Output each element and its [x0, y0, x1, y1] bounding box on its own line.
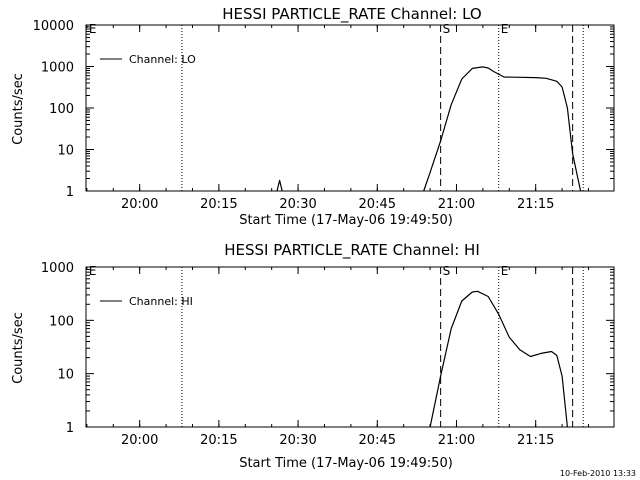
hi-y-tick-label: 1 [66, 421, 74, 436]
hi-marker-label: E [501, 264, 509, 278]
footer-timestamp: 10-Feb-2010 13:33 [560, 469, 636, 478]
lo-marker-label: E [501, 22, 509, 36]
hi-chart-panel: HESSI PARTICLE_RATE Channel: HI Counts/s… [11, 241, 615, 471]
lo-series-line [423, 66, 582, 192]
hi-y-tick-label: 10 [57, 368, 74, 383]
hi-y-axis-label: Counts/sec [11, 312, 26, 384]
lo-marker-label: S [443, 22, 451, 36]
lo-legend-label: Channel: LO [129, 53, 196, 66]
lo-y-tick-label: 1000 [41, 61, 74, 76]
lo-y-tick-label: 10 [57, 144, 74, 159]
lo-y-tick-label: 1 [66, 185, 74, 200]
lo-x-tick-label: 21:15 [517, 197, 554, 212]
lo-x-tick-label: 20:30 [279, 197, 316, 212]
hi-x-tick-label: 21:15 [517, 433, 554, 448]
lo-series-line [276, 179, 283, 192]
lo-y-tick-label: 10000 [33, 19, 74, 34]
lo-x-tick-label: 21:00 [438, 197, 475, 212]
lo-marker-label: E [89, 22, 97, 36]
hi-x-tick-label: 20:30 [279, 433, 316, 448]
lo-x-tick-label: 20:45 [359, 197, 396, 212]
hi-x-axis-label: Start Time (17-May-06 19:49:50) [239, 456, 453, 471]
hi-x-tick-label: 21:00 [438, 433, 475, 448]
hi-series-line [429, 290, 568, 428]
hi-plot-frame [85, 266, 615, 428]
lo-plot-frame [85, 24, 615, 192]
hi-marker-label: S [443, 264, 451, 278]
lo-x-axis-label: Start Time (17-May-06 19:49:50) [239, 213, 453, 228]
hi-legend-label: Channel: HI [129, 295, 193, 308]
lo-chart-title: HESSI PARTICLE_RATE Channel: LO [222, 5, 481, 24]
hi-x-tick-label: 20:15 [200, 433, 237, 448]
lo-x-tick-label: 20:15 [200, 197, 237, 212]
hi-x-tick-label: 20:00 [121, 433, 158, 448]
hi-y-tick-label: 1000 [41, 261, 74, 276]
lo-x-tick-label: 20:00 [121, 197, 158, 212]
hi-x-tick-label: 20:45 [359, 433, 396, 448]
hi-y-tick-label: 100 [49, 314, 74, 329]
lo-y-axis-label: Counts/sec [11, 73, 26, 145]
lo-y-tick-label: 100 [49, 102, 74, 117]
hi-chart-title: HESSI PARTICLE_RATE Channel: HI [224, 241, 480, 260]
hi-marker-label: E [89, 264, 97, 278]
lo-chart-panel: HESSI PARTICLE_RATE Channel: LO Counts/s… [11, 5, 615, 228]
